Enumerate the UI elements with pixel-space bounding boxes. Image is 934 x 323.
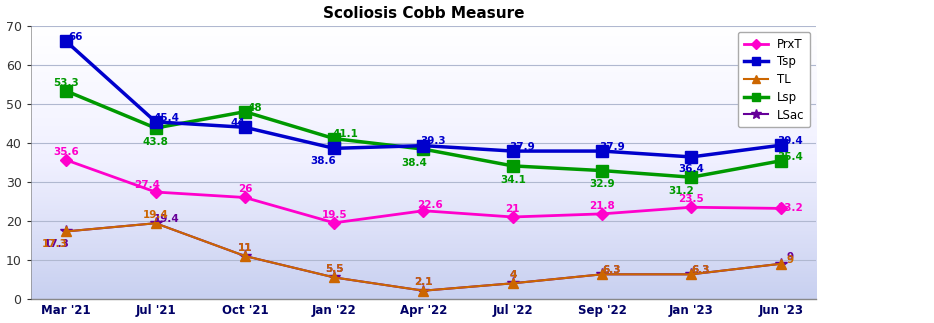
Text: 45.4: 45.4 [154,113,179,123]
Text: 17.3: 17.3 [44,239,69,249]
Lsp [61,89,72,93]
Text: 38.4: 38.4 [401,158,427,168]
TL [329,276,340,279]
Text: 11: 11 [237,243,252,253]
Text: 9: 9 [786,255,794,265]
Text: 2.1: 2.1 [414,277,432,287]
Lsp [150,126,162,130]
Lsp [507,164,518,168]
LSac [61,229,72,233]
PrxT [686,205,697,209]
Text: 66: 66 [69,32,83,42]
Tsp [61,39,72,43]
Text: 6.3: 6.3 [692,265,711,275]
PrxT [507,215,518,219]
LSac [150,221,162,225]
PrxT [329,221,340,225]
Text: 5.5: 5.5 [325,264,344,274]
Text: 22.6: 22.6 [417,200,444,210]
Lsp [329,137,340,141]
LSac [417,289,429,293]
Text: 6.3: 6.3 [692,265,711,275]
Text: 38.6: 38.6 [310,156,336,166]
Text: 19.5: 19.5 [321,210,347,220]
Text: 21: 21 [505,204,520,214]
Text: 11: 11 [237,243,252,253]
Lsp [775,159,786,163]
LSac [597,272,608,276]
TL [239,254,250,258]
Line: Lsp: Lsp [61,86,786,183]
Tsp [686,155,697,159]
Text: 5.5: 5.5 [325,264,344,274]
Text: 35.6: 35.6 [53,147,79,157]
Text: 21.8: 21.8 [589,201,615,211]
Text: 32.9: 32.9 [589,180,615,190]
Text: 43.8: 43.8 [143,137,168,147]
TL [61,229,72,233]
TL [775,262,786,266]
Text: 36.4: 36.4 [678,164,704,174]
Text: 6.3: 6.3 [602,265,621,275]
Tsp [507,149,518,153]
Text: 17.3: 17.3 [42,239,68,249]
Tsp [150,120,162,124]
Text: 9: 9 [786,252,794,262]
Tsp [597,149,608,153]
Text: 39.4: 39.4 [777,136,803,146]
Text: 23.5: 23.5 [678,194,704,204]
Text: 4: 4 [509,270,517,280]
LSac [507,281,518,285]
PrxT [150,190,162,194]
Lsp [686,175,697,179]
TL [686,272,697,276]
Line: PrxT: PrxT [63,156,785,227]
Lsp [597,169,608,172]
PrxT [61,158,72,162]
TL [150,221,162,225]
PrxT [239,195,250,199]
Lsp [417,147,429,151]
Tsp [329,146,340,150]
Text: 53.3: 53.3 [53,78,79,88]
PrxT [417,209,429,213]
Text: 37.9: 37.9 [599,142,625,152]
PrxT [597,212,608,216]
TL [507,281,518,285]
PrxT [775,206,786,210]
Text: 48: 48 [248,102,262,112]
LSac [686,272,697,276]
Title: Scoliosis Cobb Measure: Scoliosis Cobb Measure [323,5,524,21]
LSac [239,254,250,258]
Text: 26: 26 [237,184,252,194]
Lsp [239,110,250,114]
Text: 39.3: 39.3 [420,136,446,146]
Text: 31.2: 31.2 [669,186,695,196]
LSac [775,262,786,266]
Text: 19.4: 19.4 [143,210,168,220]
Text: 6.3: 6.3 [602,265,621,275]
Text: 4: 4 [509,270,517,280]
Tsp [417,144,429,148]
Tsp [775,143,786,147]
Text: 41.1: 41.1 [333,130,359,140]
Line: LSac: LSac [60,217,787,297]
LSac [329,276,340,279]
Line: TL: TL [62,218,785,296]
TL [417,289,429,293]
Line: Tsp: Tsp [61,36,786,162]
Text: 34.1: 34.1 [500,175,526,185]
TL [597,272,608,276]
Legend: PrxT, Tsp, TL, Lsp, LSac: PrxT, Tsp, TL, Lsp, LSac [738,32,811,128]
Text: 44: 44 [231,118,246,128]
Text: 35.4: 35.4 [777,152,803,162]
Text: 2.1: 2.1 [414,277,432,287]
Tsp [239,125,250,129]
Text: 27.4: 27.4 [134,180,161,190]
Text: 37.9: 37.9 [510,142,535,152]
Text: 23.2: 23.2 [777,203,803,214]
Text: 19.4: 19.4 [154,214,179,224]
